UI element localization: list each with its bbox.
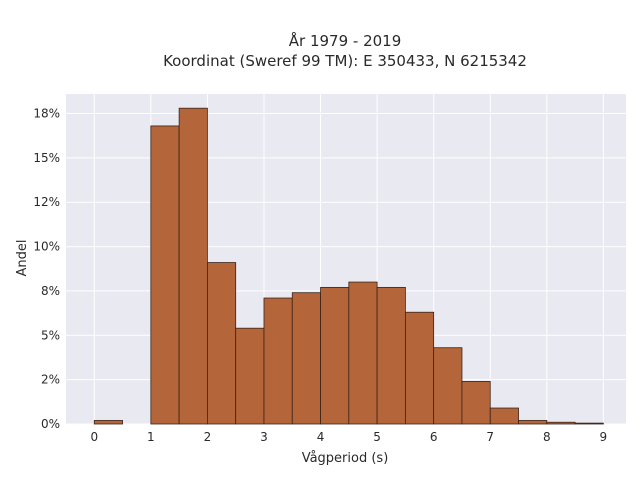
histogram-bar [150, 125, 180, 425]
x-tick-label: 5 [373, 430, 381, 444]
x-axis-label: Vågperiod (s) [302, 451, 389, 466]
y-tick-label: 10% [33, 240, 60, 254]
x-tick-label: 3 [260, 430, 268, 444]
y-tick-label: 0% [41, 417, 60, 431]
chart-title: År 1979 - 2019 [289, 31, 402, 50]
y-tick-labels: 0% 2% 5% 8% 10% 12% 15% 18% [33, 107, 60, 431]
histogram-bar [546, 421, 576, 425]
histogram-bar [433, 347, 463, 425]
y-axis-label: Andel [15, 240, 30, 277]
y-tick-label: 2% [41, 373, 60, 387]
histogram-bar [320, 286, 350, 425]
histogram-bar [518, 420, 548, 425]
x-tick-label: 8 [543, 430, 551, 444]
x-tick-label: 0 [90, 430, 98, 444]
histogram-bar [461, 381, 491, 425]
histogram-bar [207, 262, 237, 425]
y-tick-label: 18% [33, 107, 60, 121]
x-tick-label: 9 [600, 430, 608, 444]
bars [93, 107, 604, 425]
histogram-bar [376, 286, 406, 425]
x-tick-labels: 0 1 2 3 4 5 6 7 8 9 [90, 430, 607, 444]
histogram-bar [235, 327, 265, 425]
histogram-bar [404, 311, 435, 425]
x-tick-label: 4 [317, 430, 325, 444]
x-tick-label: 1 [147, 430, 155, 444]
y-tick-label: 12% [33, 195, 60, 209]
histogram-bar [291, 292, 321, 425]
histogram-bar [263, 297, 293, 425]
x-tick-label: 7 [486, 430, 494, 444]
y-tick-label: 5% [41, 328, 60, 342]
histogram-bar [93, 420, 123, 425]
y-tick-label: 8% [41, 284, 60, 298]
histogram-bar [574, 422, 604, 425]
x-tick-label: 6 [430, 430, 438, 444]
y-tick-label: 15% [33, 151, 60, 165]
x-tick-label: 2 [204, 430, 212, 444]
chart-subtitle: Koordinat (Sweref 99 TM): E 350433, N 62… [163, 52, 527, 70]
histogram-bar [178, 107, 208, 425]
histogram-bar [489, 407, 519, 425]
histogram-bar [348, 281, 378, 425]
